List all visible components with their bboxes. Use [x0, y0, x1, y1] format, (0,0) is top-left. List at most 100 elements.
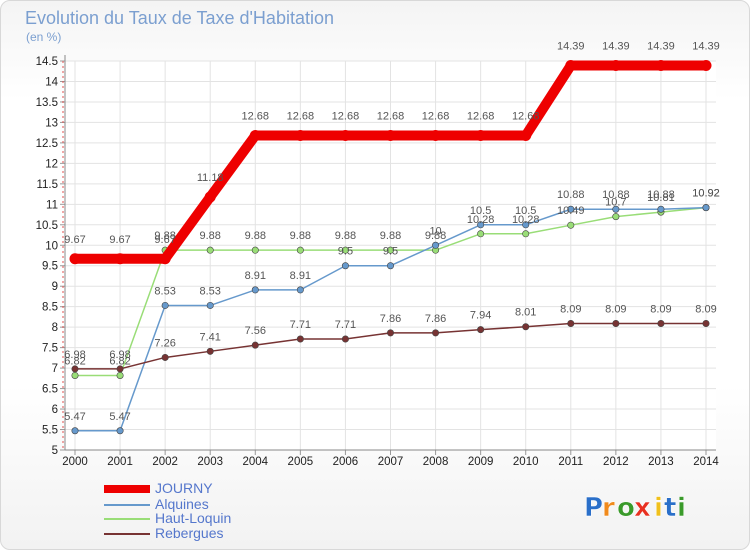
legend-label-alquines: Alquines	[155, 496, 209, 512]
data-label: 8.09	[695, 303, 716, 315]
y-tick-label: 7	[52, 363, 58, 375]
legend-label-journy: JOURNY	[155, 480, 213, 496]
data-point	[522, 221, 530, 229]
data-label: 9.88	[425, 230, 446, 242]
data-point	[206, 347, 214, 355]
data-point	[700, 60, 712, 72]
x-tick-label: 2008	[423, 456, 449, 468]
data-label: 6.98	[64, 349, 85, 361]
logo-letter: o	[617, 493, 635, 523]
x-tick-label: 2001	[107, 456, 133, 468]
data-label: 10.28	[467, 214, 495, 226]
data-label: 7.41	[200, 331, 221, 343]
y-tick-label: 8.5	[42, 302, 58, 314]
data-label: 12.68	[467, 111, 495, 123]
data-point	[477, 326, 485, 334]
series-alquines	[71, 204, 710, 435]
data-point	[296, 246, 304, 254]
data-labels: 9.67 9.67 9.67 11.18 12.68 12.68 12.68 12.68 12.…	[64, 41, 719, 423]
data-point	[71, 365, 79, 373]
y-tick-label: 11.5	[36, 179, 58, 191]
data-point	[251, 286, 259, 294]
data-label: 7.94	[470, 310, 491, 322]
logo-letter: x	[634, 493, 651, 523]
data-label: 9.88	[380, 230, 401, 242]
data-label: 9.88	[290, 230, 311, 242]
data-point	[612, 319, 620, 327]
data-point	[567, 205, 575, 213]
data-point	[386, 329, 394, 337]
data-label: 8.01	[515, 307, 536, 319]
y-tick-label: 6.5	[42, 384, 58, 396]
data-label: 10.88	[602, 189, 630, 201]
data-point	[610, 60, 622, 72]
data-label: 6.82	[64, 355, 85, 367]
data-label: 9.88	[200, 230, 221, 242]
data-point	[432, 241, 440, 249]
data-point	[71, 371, 79, 379]
data-point	[161, 301, 169, 309]
data-label: 10.92	[692, 188, 720, 200]
y-tick-label: 6	[52, 404, 58, 416]
data-label: 9.67	[64, 234, 85, 246]
data-point	[612, 205, 620, 213]
data-point	[206, 301, 214, 309]
data-point	[386, 246, 394, 254]
data-point	[655, 60, 667, 72]
data-point	[341, 246, 349, 254]
data-label: 7.86	[425, 313, 446, 325]
data-point	[522, 230, 530, 238]
data-label: 7.71	[335, 319, 356, 331]
data-label: 6.82	[109, 355, 130, 367]
data-label: 6.98	[109, 349, 130, 361]
data-label: 10.49	[557, 205, 585, 217]
data-label: 12.68	[287, 111, 315, 123]
data-label: 8.91	[290, 270, 311, 282]
data-label: 12.68	[242, 111, 270, 123]
data-label: 10.5	[515, 205, 536, 217]
data-label: 7.71	[290, 319, 311, 331]
series-layer	[69, 60, 712, 435]
data-point	[296, 335, 304, 343]
legend-label-haut-loquin: Haut-Loquin	[155, 510, 231, 526]
data-point	[116, 371, 124, 379]
data-point	[565, 60, 577, 72]
data-label: 14.39	[602, 41, 630, 53]
data-point	[475, 130, 487, 142]
data-point	[69, 253, 81, 265]
labels-journy: 9.67 9.67 9.67 11.18 12.68 12.68 12.68 12.68 12.…	[64, 41, 719, 246]
y-tick-label: 12	[45, 158, 58, 170]
logo-letter: t	[664, 493, 676, 523]
data-label: 12.68	[377, 111, 405, 123]
data-point	[114, 253, 126, 265]
data-label: 7.26	[154, 337, 175, 349]
data-label: 8.09	[560, 303, 581, 315]
data-label: 10.92	[692, 188, 720, 200]
data-label: 9.67	[109, 234, 130, 246]
y-tick-label: 7.5	[42, 343, 58, 355]
data-label: 8.53	[200, 285, 221, 297]
data-point	[477, 230, 485, 238]
data-point	[702, 204, 710, 212]
data-point	[385, 130, 396, 142]
data-label: 7.86	[380, 313, 401, 325]
data-label: 9.5	[383, 246, 398, 258]
proxiti-logo: Pr o x i t i	[584, 493, 686, 524]
x-tick-label: 2006	[333, 456, 359, 468]
x-tick-label: 2009	[468, 456, 494, 468]
y-tick-label: 10	[45, 240, 58, 252]
data-label: 10.88	[647, 189, 675, 201]
y-tick-label: 8	[52, 322, 58, 334]
y-tick-label: 14	[45, 76, 58, 88]
data-point	[294, 130, 306, 142]
data-point	[477, 221, 485, 229]
x-tick-label: 2003	[197, 456, 223, 468]
data-label: 12.68	[422, 111, 450, 123]
data-point	[341, 262, 349, 270]
chart-subtitle: (en %)	[26, 30, 61, 44]
data-label: 10.28	[512, 214, 540, 226]
data-label: 9.88	[335, 230, 356, 242]
data-point	[249, 130, 261, 142]
data-point	[612, 213, 620, 221]
data-label: 14.39	[557, 41, 585, 53]
